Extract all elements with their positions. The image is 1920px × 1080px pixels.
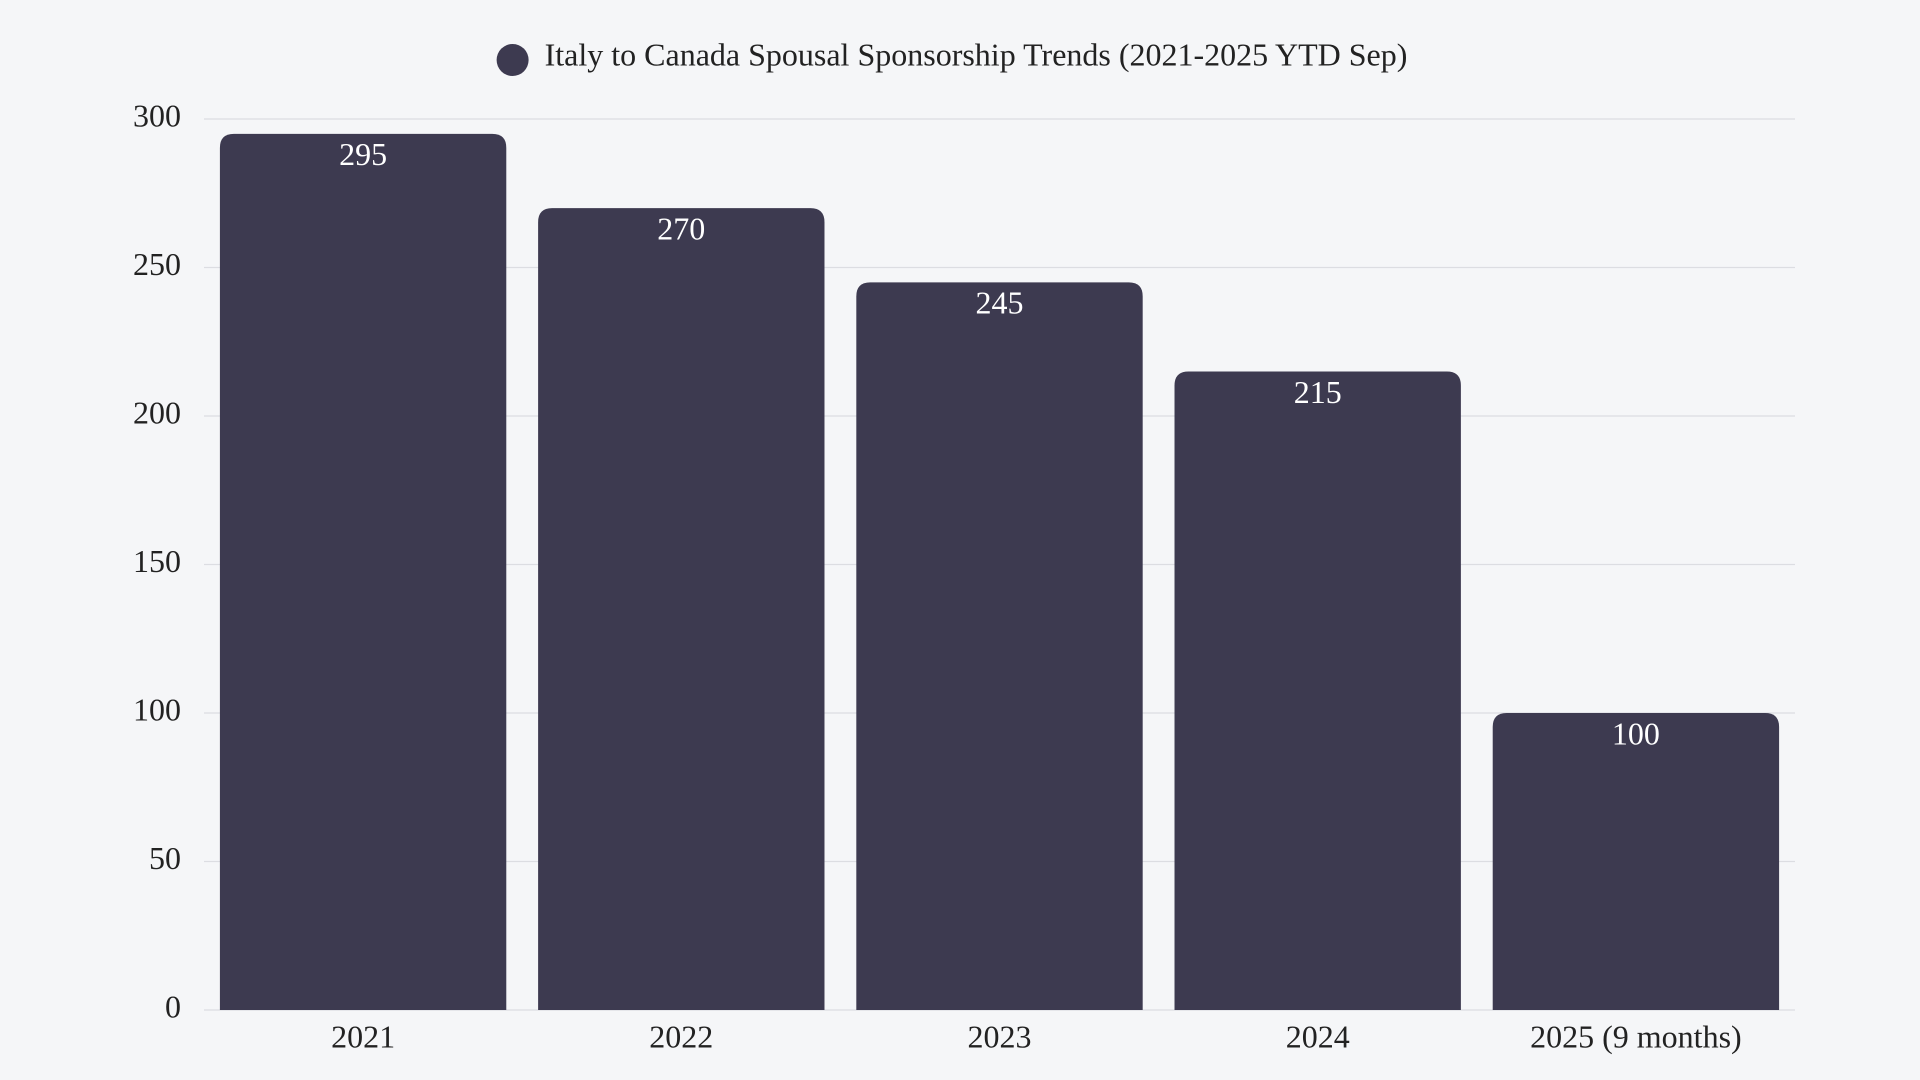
y-tick-label: 300 [133, 97, 181, 133]
value-label: 270 [657, 210, 705, 246]
x-tick-label: 2021 [331, 1018, 395, 1054]
x-tick-label: 2024 [1286, 1018, 1350, 1054]
value-label: 295 [339, 136, 387, 172]
y-tick-label: 250 [133, 246, 181, 282]
legend-marker [496, 44, 529, 76]
y-tick-label: 200 [133, 394, 181, 430]
y-tick-label: 100 [133, 691, 181, 727]
x-tick-label: 2023 [968, 1018, 1032, 1054]
bar [1492, 713, 1780, 1010]
x-tick-label: 2022 [649, 1018, 713, 1054]
bar [219, 133, 507, 1011]
bar [538, 208, 825, 1011]
value-label: 245 [976, 285, 1024, 321]
bar [856, 282, 1143, 1011]
y-tick-label: 150 [133, 543, 181, 579]
value-label: 215 [1294, 374, 1342, 410]
x-tick-label: 2025 (9 months) [1530, 1018, 1742, 1054]
value-label: 100 [1612, 715, 1660, 751]
y-tick-label: 50 [149, 840, 181, 876]
y-tick-label: 0 [165, 988, 181, 1024]
bar [1174, 371, 1461, 1010]
legend-label: Italy to Canada Spousal Sponsorship Tren… [545, 36, 1408, 72]
